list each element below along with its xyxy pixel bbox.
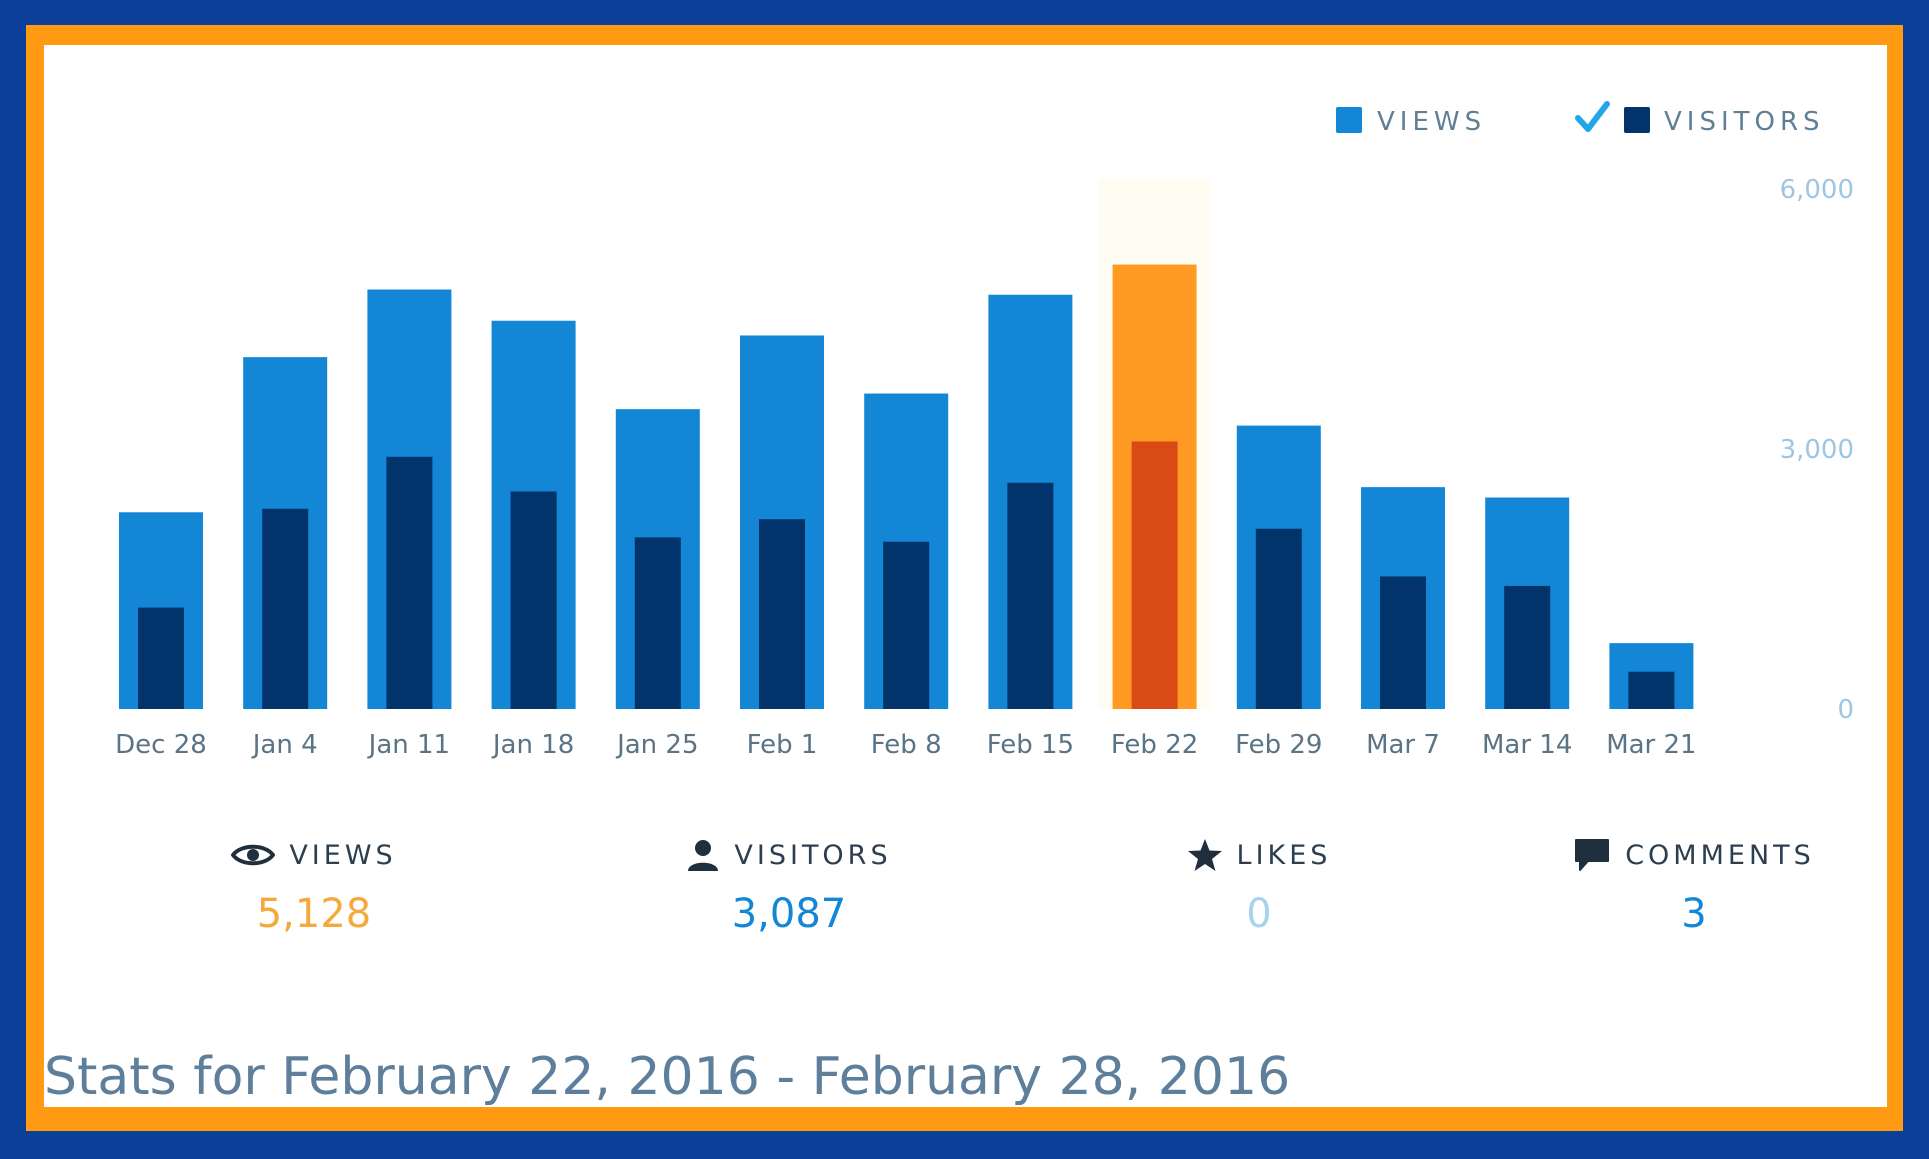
stat-likes-label: LIKES (1236, 839, 1332, 871)
stat-visitors-label: VISITORS (734, 839, 892, 871)
stat-likes-value: 0 (1246, 891, 1272, 937)
bar-visitors-4[interactable] (634, 537, 681, 709)
x-tick-label: Jan 18 (491, 730, 574, 760)
x-tick-label: Jan 4 (251, 730, 318, 760)
star-icon (1187, 838, 1223, 872)
bar-visitors-1[interactable] (262, 508, 309, 709)
chart-legend: VIEWS VISITORS (1336, 101, 1825, 137)
stat-comments-value: 3 (1681, 891, 1707, 937)
x-tick-label: Mar 7 (1366, 730, 1440, 760)
stat-comments[interactable]: COMMENTS 3 (1544, 835, 1844, 955)
bar-visitors-12[interactable] (1628, 671, 1675, 709)
y-tick-label: 6,000 (1780, 175, 1854, 205)
stat-visitors-value: 3,087 (731, 891, 847, 937)
bar-visitors-11[interactable] (1504, 585, 1551, 709)
bar-visitors-10[interactable] (1380, 576, 1426, 709)
x-tick-label: Dec 28 (115, 730, 207, 760)
x-tick-label: Feb 15 (987, 730, 1074, 760)
bar-visitors-9[interactable] (1255, 528, 1302, 709)
legend-views-label: VIEWS (1377, 107, 1486, 137)
period-title: Stats for February 22, 2016 - February 2… (44, 1047, 1291, 1107)
eye-icon (231, 842, 276, 868)
legend-visitors-swatch (1624, 107, 1650, 133)
person-icon (686, 838, 720, 872)
stats-chart: VIEWS VISITORS 6,000 3,000 0 Dec 28 Jan 4 Ja… (115, 101, 1854, 760)
x-tick-label: Feb 22 (1111, 730, 1198, 760)
bar-series (119, 264, 1694, 709)
stat-views[interactable]: VIEWS 5,128 (179, 835, 449, 955)
legend-visitors[interactable]: VISITORS (1575, 101, 1825, 137)
x-tick-label: Feb 29 (1235, 730, 1322, 760)
bar-visitors-2[interactable] (386, 456, 433, 709)
bar-visitors-6[interactable] (883, 541, 930, 709)
legend-visitors-label: VISITORS (1664, 107, 1825, 137)
check-icon (1575, 101, 1610, 132)
x-axis: Dec 28 Jan 4 Jan 11 Jan 18 Jan 25 Feb 1 Feb 8 F… (115, 730, 1696, 760)
x-tick-label: Jan 11 (367, 730, 450, 760)
bar-visitors-7[interactable] (1007, 482, 1054, 709)
stat-views-value: 5,128 (256, 891, 372, 937)
bar-visitors-5[interactable] (759, 519, 805, 709)
stat-likes[interactable]: LIKES 0 (1124, 835, 1394, 955)
x-tick-label: Feb 1 (747, 730, 818, 760)
x-tick-label: Mar 21 (1606, 730, 1696, 760)
bar-visitors-0[interactable] (138, 607, 184, 709)
stat-views-label: VIEWS (289, 839, 397, 871)
stats-panel: VIEWS VISITORS 6,000 3,000 0 Dec 28 Jan 4 Ja… (44, 45, 1887, 1107)
x-tick-label: Feb 8 (871, 730, 942, 760)
y-tick-label: 0 (1837, 695, 1854, 725)
stat-visitors[interactable]: VISITORS 3,087 (644, 835, 934, 955)
bar-visitors-8[interactable] (1131, 441, 1178, 709)
y-tick-label: 3,000 (1780, 435, 1854, 465)
y-axis: 6,000 3,000 0 (1780, 175, 1854, 725)
stat-comments-label: COMMENTS (1625, 839, 1815, 871)
legend-views[interactable]: VIEWS (1336, 107, 1486, 137)
legend-views-swatch (1336, 107, 1362, 133)
comment-icon (1573, 837, 1611, 873)
x-tick-label: Jan 25 (615, 730, 698, 760)
x-tick-label: Mar 14 (1482, 730, 1572, 760)
bar-visitors-3[interactable] (510, 491, 557, 709)
